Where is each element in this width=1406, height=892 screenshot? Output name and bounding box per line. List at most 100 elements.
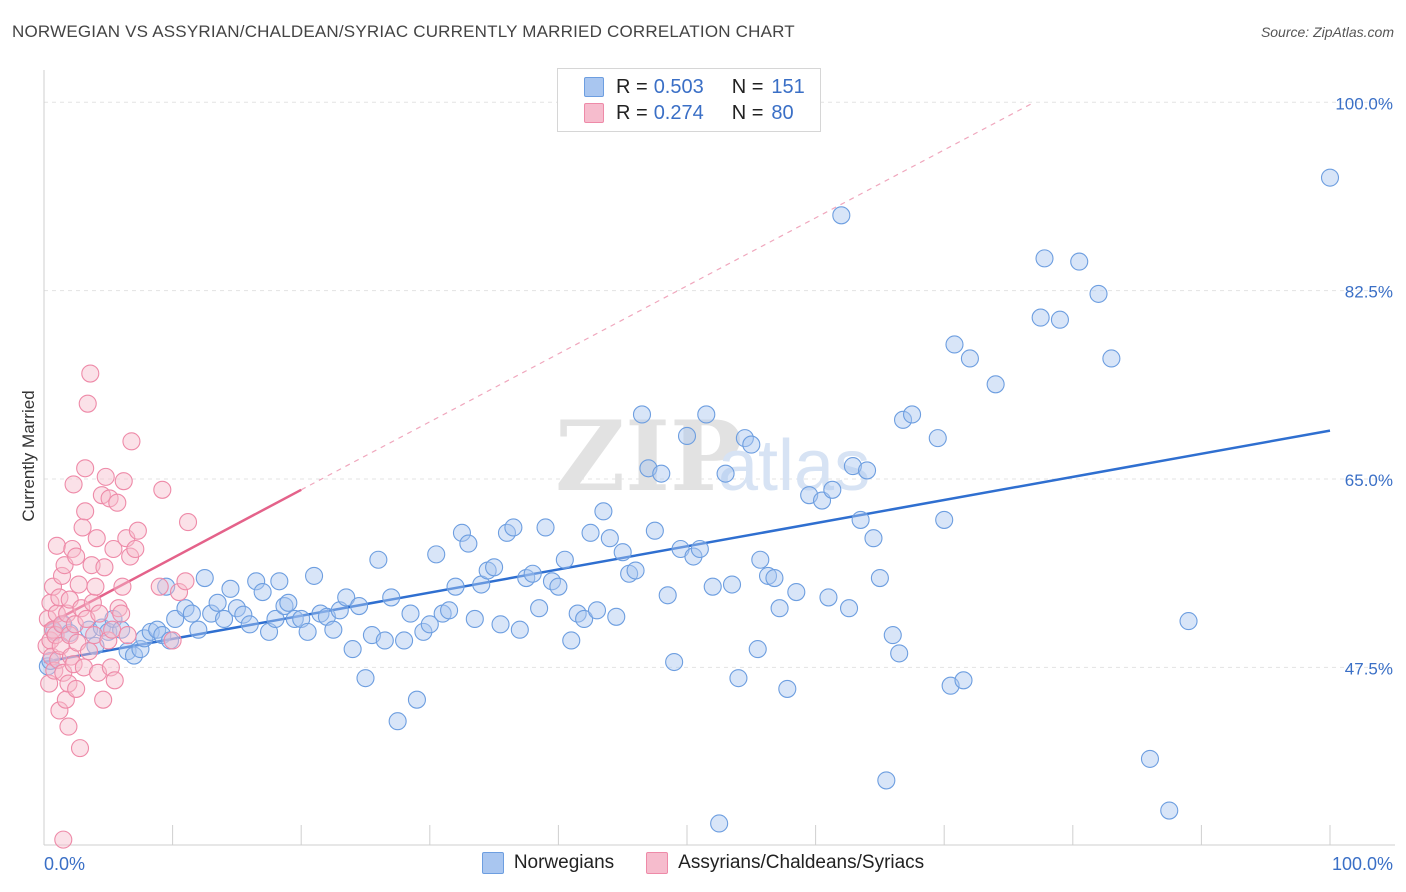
data-point [79,642,99,661]
data-point [305,566,324,585]
data-point [73,518,92,537]
data-point [581,523,600,542]
data-point [96,467,115,486]
data-point [64,475,83,494]
data-point [407,690,426,709]
series-swatch-pink [646,852,669,874]
data-point [600,529,619,548]
data-point [928,429,947,448]
data-point [227,599,246,618]
data-point [285,609,304,629]
data-point [632,405,652,424]
data-point [176,572,195,591]
series-points-0 [38,168,1340,833]
data-point [851,510,870,529]
data-point [935,510,954,529]
legend-n-label: N = [731,75,764,98]
data-point [382,588,401,607]
data-point [95,558,114,577]
data-point [72,599,91,618]
data-point [703,577,722,596]
data-point [626,561,645,580]
data-point [78,394,97,413]
data-point [122,432,141,451]
data-point [395,631,414,650]
data-point [645,521,664,540]
data-point [103,620,122,639]
data-point [375,631,394,650]
data-point [85,626,104,645]
data-point [665,652,684,672]
data-point [697,405,716,424]
data-point [337,588,356,607]
data-point [67,547,86,566]
data-point [1050,310,1069,329]
y-axis-label: Currently Married [19,390,38,521]
data-point [279,593,298,612]
data-point [839,599,859,618]
data-point [208,593,227,612]
y-tick-label: 65.0% [1345,471,1393,490]
data-point [440,601,459,620]
trend-line-1 [43,488,302,628]
data-point [76,502,95,521]
data-point [890,644,909,663]
data-point [414,622,433,641]
data-point [883,626,902,645]
data-point [214,609,234,629]
data-point [613,543,632,562]
data-point [549,577,568,596]
data-point [729,669,748,688]
watermark-zip: ZIP [555,400,742,513]
data-point [350,596,369,616]
data-point [1179,612,1198,631]
y-tick-label: 100.0% [1335,94,1393,113]
data-point [52,566,72,585]
data-point [465,609,484,629]
data-point [945,335,964,354]
axes [43,70,1395,846]
data-point [510,620,529,639]
data-point [587,601,607,620]
legend-swatch-blue [584,77,604,97]
data-point [722,575,742,594]
data-point [870,569,889,588]
data-point [716,464,735,483]
data-point [163,631,182,650]
series-label-assyrians: Assyrians/Chaldeans/Syriacs [678,852,925,873]
series-points-1 [37,364,198,849]
data-point [41,631,60,650]
data-point [128,521,147,540]
data-point [105,671,124,690]
legend-n-label: N = [731,101,764,124]
data-point [86,577,105,596]
legend-r-label: R = [616,101,648,124]
data-point [452,523,472,542]
data-point [1160,801,1179,820]
data-point [113,577,132,596]
data-point [298,622,317,641]
data-point [751,550,770,569]
data-point [126,539,145,559]
legend-swatch-pink [584,103,604,123]
data-point [562,631,581,650]
data-point [46,626,65,645]
data-point [343,640,362,659]
legend-row-norwegians: R = 0.503 N = 151 [584,74,805,100]
data-point [575,609,594,629]
data-point [324,620,343,639]
data-points [37,168,1340,849]
series-legend-norwegians: Norwegians [481,852,614,874]
data-point [877,771,896,790]
data-point [832,206,851,225]
y-tick-label: 47.5% [1345,659,1393,678]
data-point [607,607,626,626]
data-point [50,701,69,720]
data-point [388,712,407,731]
data-point [124,646,144,665]
data-point [1070,252,1089,271]
data-point [70,739,90,758]
chart-title: NORWEGIAN VS ASSYRIAN/CHALDEAN/SYRIAC CU… [12,22,795,41]
data-point [684,547,703,566]
